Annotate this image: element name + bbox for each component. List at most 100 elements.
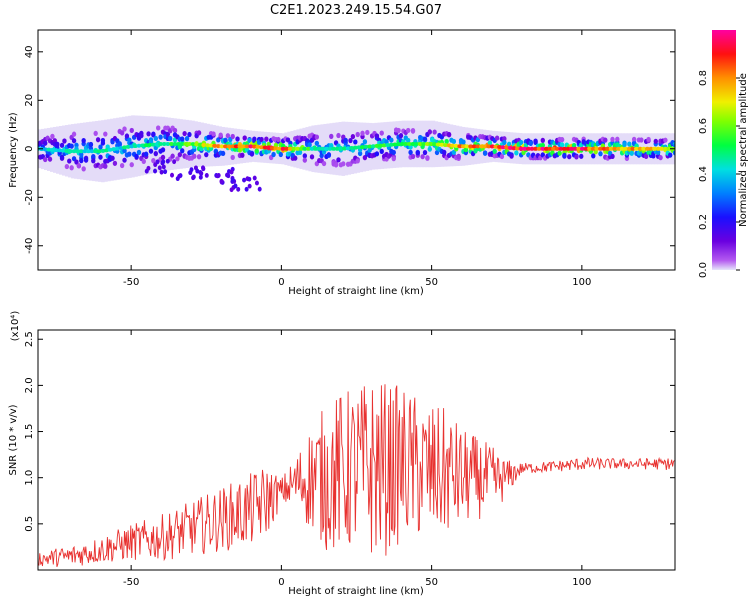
spectrogram-cell [67,158,72,164]
spectrogram-cell [180,148,185,154]
spectrogram-core-cell [150,142,156,147]
spectrogram-core-cell [367,144,373,149]
spectrogram-panel: -50 0 50 100 40 20 0 -20 -40 Height of straight … [8,29,676,297]
spectrogram-core-cell [42,147,48,152]
spectrogram-cell [139,133,144,139]
spectrogram-xtick-label: 100 [572,277,591,288]
spectrogram-cell [134,153,139,159]
spectrogram-cell [158,134,163,140]
spectrogram-core-cell [439,142,445,147]
spectrogram-cell [59,142,65,148]
spectrogram-cell [143,151,149,157]
spectrogram-cell [663,137,668,143]
spectrogram-cell [509,153,514,159]
spectrogram-cell [124,133,130,139]
spectrogram-cell [559,136,565,143]
spectrogram-cell [514,150,519,156]
spectrogram-cell [242,135,247,141]
spectrogram-cell [461,139,466,145]
spectrogram-core-cell [129,144,135,149]
spectrogram-core-cell [186,141,192,146]
spectrogram-core-cell [497,144,503,149]
spectrogram-core-cell [432,142,438,147]
spectrogram-core-cell [515,146,521,151]
spectrogram-core-cell [295,146,301,151]
spectrogram-cell [83,157,89,163]
spectrogram-tail-cell [161,159,166,165]
spectrogram-core-cell [518,146,524,151]
spectrogram-core-cell [140,143,146,148]
spectrogram-ytick-label: -40 [24,238,35,254]
spectrogram-core-cell [396,142,402,147]
spectrogram-cell [230,154,235,161]
spectrogram-cell [622,142,627,148]
spectrogram-tail-cell [230,177,235,183]
spectrogram-cell [336,132,341,139]
spectrogram-cell [425,155,430,161]
spectrogram-core-cell [468,144,474,149]
spectrogram-core-cell [154,142,160,147]
snr-multiplier: (x10⁴) [10,311,21,342]
spectrogram-core-cell [244,144,250,149]
spectrogram-cell [610,136,615,142]
spectrogram-cell [71,138,77,144]
snr-axes: -50 0 50 100 0.5 1.0 1.5 2.0 2.5 [24,330,675,588]
spectrogram-cell [88,142,94,148]
spectrogram-cell [326,152,332,158]
spectrogram-cell [396,127,401,134]
spectrogram-core-cell [49,147,55,152]
spectrogram-tail-cell [177,173,182,179]
spectrogram-core-cell [338,146,344,151]
spectrogram-core-cell [82,149,88,154]
spectrogram-tail-cell [153,168,158,174]
spectrogram-cell [389,137,394,143]
spectrogram-cell [518,139,524,146]
spectrogram-cell [196,154,202,160]
spectrogram-core-cell [442,143,448,148]
spectrogram-tail-cell [247,183,252,189]
snr-series-line [38,384,675,567]
spectrogram-core-cell [316,146,322,151]
spectrogram-frame [37,29,676,271]
spectrogram-cell [591,153,596,159]
spectrogram-core-cell [583,146,589,151]
spectrogram-cell [122,157,127,163]
spectrogram-core-cell [378,143,384,148]
spectrogram-cell [374,151,380,157]
spectrogram-core-cell [75,149,81,154]
spectrogram-core-cell [551,146,557,151]
spectrogram-core-cell [212,143,218,148]
spectrogram-core-cell [165,141,171,146]
spectrogram-cell [302,157,308,163]
snr-xtick-label: 50 [425,577,438,588]
spectrogram-core-cell [190,142,196,147]
spectrogram-cell [117,141,122,147]
spectrogram-core-cell [594,146,600,151]
spectrogram-core-cell [381,143,387,148]
spectrogram-core-cell [475,144,481,149]
spectrogram-core-cell [136,143,142,148]
spectrogram-core-cell [605,146,611,151]
spectrogram-cell [93,130,98,137]
spectrogram-cell [249,151,255,157]
spectrogram-core-cell [511,146,517,151]
spectrogram-core-cell [659,146,665,151]
spectrogram-cell [653,138,658,144]
spectrogram-cell [247,137,252,143]
spectrogram-xlabel: Height of straight line (km) [288,286,424,297]
spectrogram-core-cell [147,142,153,147]
spectrogram-core-cell [399,141,405,146]
snr-xtick-label: 0 [278,577,284,588]
spectrogram-cell [427,146,433,152]
spectrogram-cell [365,129,370,136]
spectrogram-core-cell [529,146,535,151]
spectrogram-core-cell [457,144,463,149]
spectrogram-core-cell [132,144,138,149]
spectrogram-core-cell [565,146,571,151]
spectrogram-cell [651,153,656,159]
spectrogram-cell [357,150,363,157]
figure-title: C2E1.2023.249.15.54.G07 [270,3,442,18]
spectrogram-cell [252,136,257,142]
spectrogram-axes: -50 0 50 100 40 20 0 -20 -40 [24,30,675,288]
spectrogram-cell [408,149,413,156]
